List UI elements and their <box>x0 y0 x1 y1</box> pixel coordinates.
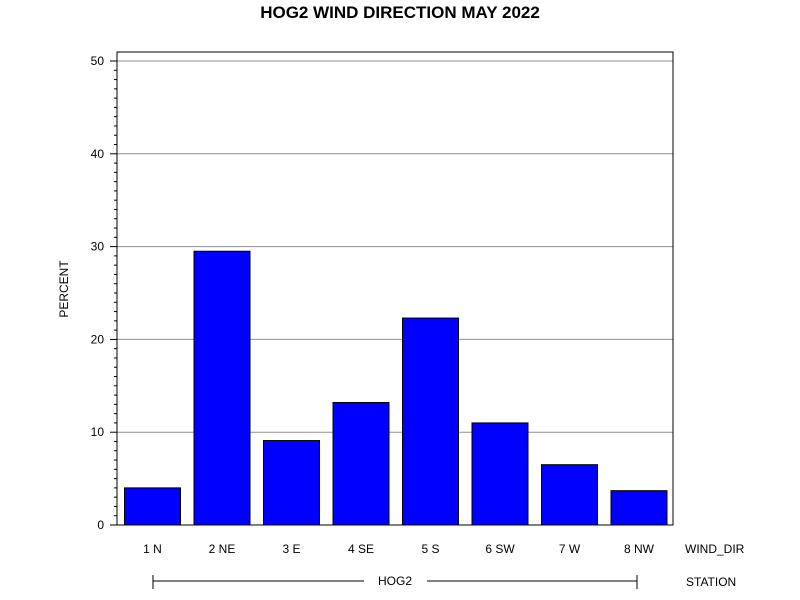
x-tick-label: 3 E <box>282 542 300 556</box>
station-group-bracket <box>152 575 638 589</box>
bar-8-nw <box>610 490 668 526</box>
x-tick-label: 6 SW <box>485 542 515 556</box>
x-axis-label: WIND_DIR <box>685 542 745 556</box>
y-tick-label: 50 <box>91 54 105 68</box>
bars <box>124 250 668 526</box>
bar-5-s <box>402 317 459 526</box>
y-tick-label: 30 <box>91 240 105 254</box>
bar-7-w <box>541 464 598 526</box>
x-tick-label: 5 S <box>421 542 439 556</box>
chart-title: HOG2 WIND DIRECTION MAY 2022 <box>260 3 540 22</box>
y-axis-label: PERCENT <box>57 260 71 318</box>
y-tick-label: 40 <box>91 147 105 161</box>
bar-3-e <box>263 440 320 526</box>
bar-1-n <box>124 487 181 526</box>
bar-4-se <box>332 402 390 526</box>
x-axis-tick-labels: 1 N 2 NE 3 E 4 SE 5 S 6 SW 7 W 8 NW <box>143 542 655 556</box>
y-tick-label: 10 <box>91 425 105 439</box>
y-tick-label: 20 <box>91 332 105 346</box>
bar-6-sw <box>471 422 529 526</box>
station-axis-label: STATION <box>686 575 736 589</box>
y-axis: 0 10 20 30 40 50 <box>91 54 117 532</box>
x-tick-label: 4 SE <box>348 542 374 556</box>
station-group-label: HOG2 <box>378 574 412 588</box>
y-tick-label: 0 <box>97 518 104 532</box>
x-tick-label: 8 NW <box>624 542 655 556</box>
x-tick-label: 7 W <box>559 542 581 556</box>
bar-2-ne <box>193 250 251 526</box>
x-tick-label: 2 NE <box>209 542 236 556</box>
x-tick-label: 1 N <box>143 542 162 556</box>
plot-frame <box>116 51 674 526</box>
